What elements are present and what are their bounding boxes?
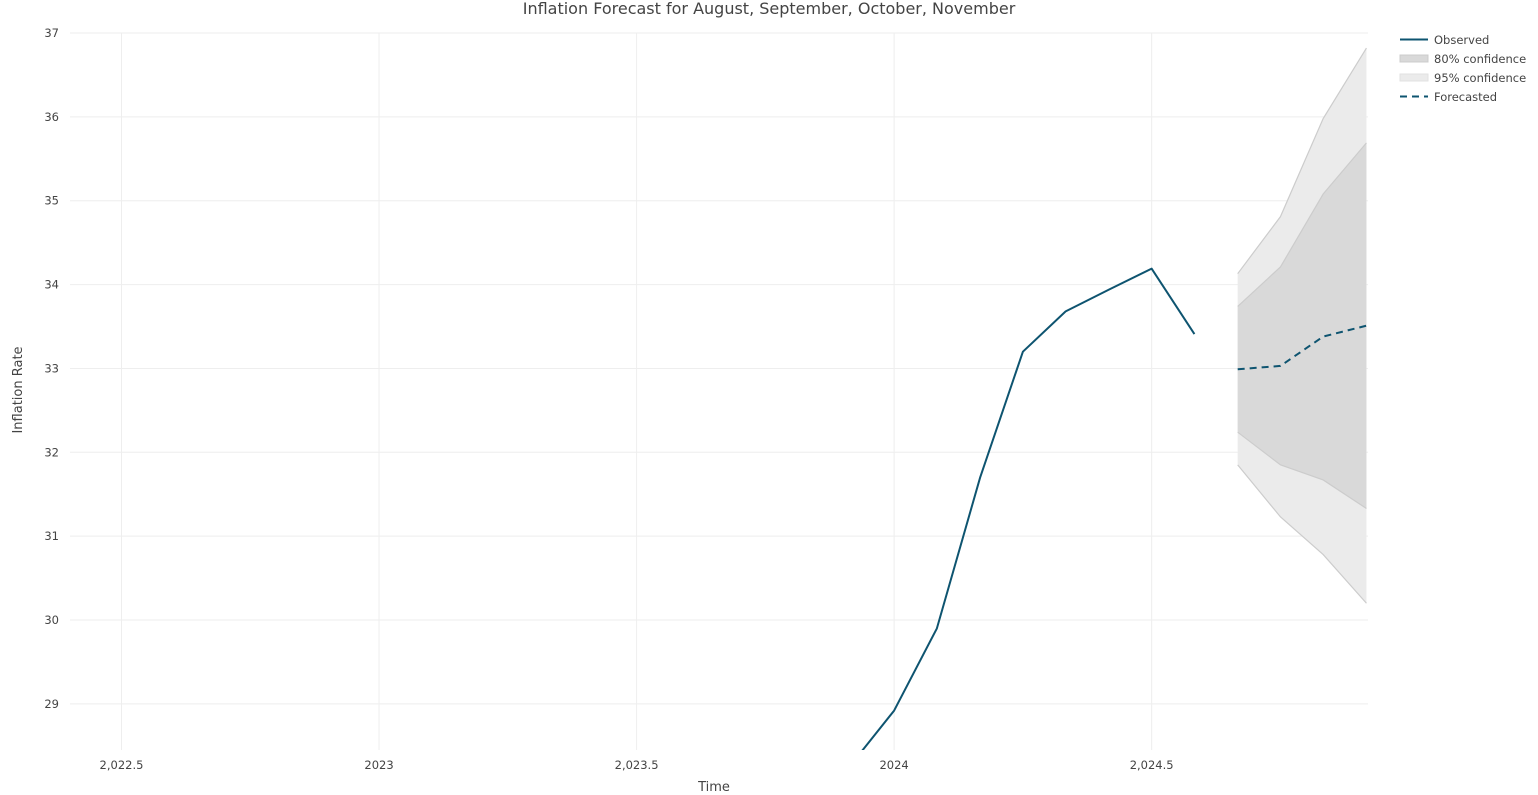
band-upper-edge: [1237, 47, 1367, 275]
y-tick-label: 31: [44, 529, 59, 543]
y-tick-label: 30: [44, 613, 59, 627]
legend-forecast-label: Forecasted: [1434, 90, 1497, 104]
y-tick-label: 33: [44, 361, 59, 375]
legend-observed-label: Observed: [1434, 33, 1489, 47]
x-tick-label: 2,023.5: [615, 758, 659, 772]
legend: Observed 80% confidence 95% confidence F…: [1399, 33, 1526, 104]
tick-labels: 29 30 31 32 33 34 35 36 37 2,022.5 2023 2,023.5 2024…: [44, 26, 1173, 772]
band-80-confidence: [1237, 142, 1367, 509]
grid: [70, 32, 1368, 750]
band-lower-edge: [1237, 431, 1367, 509]
legend-95-swatch: [1399, 73, 1429, 82]
y-tick-label: 36: [44, 110, 59, 124]
legend-80-label: 80% confidence: [1434, 52, 1526, 66]
x-axis-title: Time: [697, 780, 730, 795]
y-tick-label: 34: [44, 278, 59, 292]
x-tick-label: 2024: [879, 758, 908, 772]
legend-80-swatch: [1399, 54, 1429, 63]
y-tick-label: 32: [44, 445, 59, 459]
chart-title: Inflation Forecast for August, September…: [523, 0, 1016, 18]
band-lower-edge: [1237, 464, 1367, 604]
legend-95-label: 95% confidence: [1434, 71, 1526, 85]
band-upper-edge: [1237, 142, 1367, 307]
y-tick-label: 29: [44, 697, 59, 711]
x-tick-label: 2,024.5: [1130, 758, 1174, 772]
observed-line: [861, 267, 1196, 750]
confidence-bands: [1237, 47, 1367, 604]
y-tick-label: 35: [44, 194, 59, 208]
x-tick-label: 2023: [364, 758, 393, 772]
y-axis-title: Inflation Rate: [11, 346, 26, 433]
y-tick-label: 37: [44, 26, 59, 40]
x-tick-label: 2,022.5: [100, 758, 144, 772]
series-lines: [861, 267, 1367, 750]
